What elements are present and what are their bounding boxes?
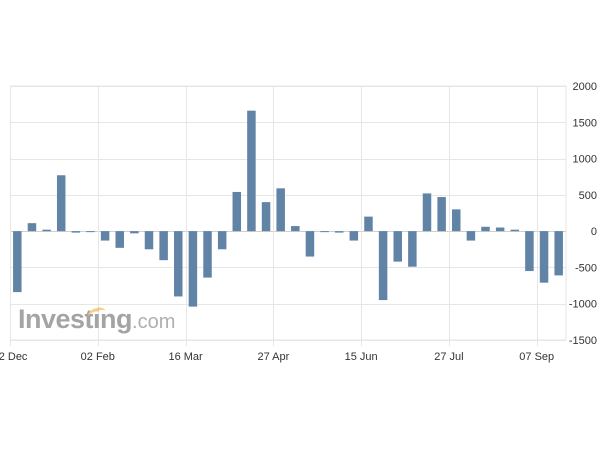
bar <box>539 231 549 283</box>
bar <box>408 231 417 267</box>
grid <box>10 85 567 346</box>
bar <box>364 216 373 232</box>
bar <box>42 229 51 232</box>
x-tick-label: 22 Dec <box>0 351 28 363</box>
bar <box>71 231 81 233</box>
bar <box>232 191 242 232</box>
bar <box>56 175 66 232</box>
y-tick-label: 1000 <box>573 154 597 166</box>
y-tick-label: 1500 <box>573 117 597 129</box>
bar <box>13 231 22 293</box>
bar <box>174 231 183 297</box>
bar <box>276 188 285 232</box>
bar <box>159 231 168 261</box>
x-tick-label: 02 Feb <box>81 351 115 363</box>
bar <box>349 231 359 241</box>
x-tick-label: 15 Jun <box>345 351 378 363</box>
bar <box>27 223 37 232</box>
x-tick-label: 16 Mar <box>168 351 203 363</box>
bar <box>378 231 388 301</box>
bar <box>495 227 505 232</box>
bar <box>320 231 329 233</box>
logo-brand: Investing <box>18 304 133 334</box>
y-tick-label: 500 <box>579 190 597 202</box>
bar <box>422 193 432 232</box>
bar <box>334 231 344 233</box>
y-tick-label: -1000 <box>569 299 597 311</box>
x-axis-labels: 22 Dec 02 Feb 16 Mar 27 Apr 15 Jun 27 Jul 07 S… <box>0 351 554 363</box>
bar <box>144 231 154 250</box>
bar <box>261 202 271 232</box>
bar <box>305 231 315 257</box>
bars <box>13 110 563 307</box>
bar <box>115 231 124 248</box>
bar <box>393 231 402 262</box>
bar <box>217 231 227 250</box>
bar <box>510 229 520 232</box>
bar <box>130 231 139 234</box>
y-axis-labels: 2000 1500 1000 500 0 -500 -1000 -1500 <box>569 81 597 347</box>
x-tick-label: 27 Jul <box>434 351 463 363</box>
bar <box>100 231 110 241</box>
bar <box>525 231 534 272</box>
bar <box>203 231 212 278</box>
bar <box>466 231 476 241</box>
y-tick-label: 0 <box>591 226 597 238</box>
x-tick-label: 07 Sep <box>519 351 554 363</box>
bar <box>452 209 461 232</box>
bar <box>86 231 95 233</box>
bar <box>188 231 198 307</box>
bar <box>481 226 490 232</box>
y-tick-label: 2000 <box>573 81 597 93</box>
logo-suffix: .com <box>132 311 176 333</box>
x-tick-label: 27 Apr <box>257 351 289 363</box>
investing-logo: Investing .com <box>18 304 175 344</box>
bar <box>291 226 300 232</box>
bar <box>437 197 446 232</box>
y-tick-label: -500 <box>575 262 597 274</box>
y-tick-label: -1500 <box>569 335 597 347</box>
bar <box>554 231 563 276</box>
bar <box>247 110 256 232</box>
